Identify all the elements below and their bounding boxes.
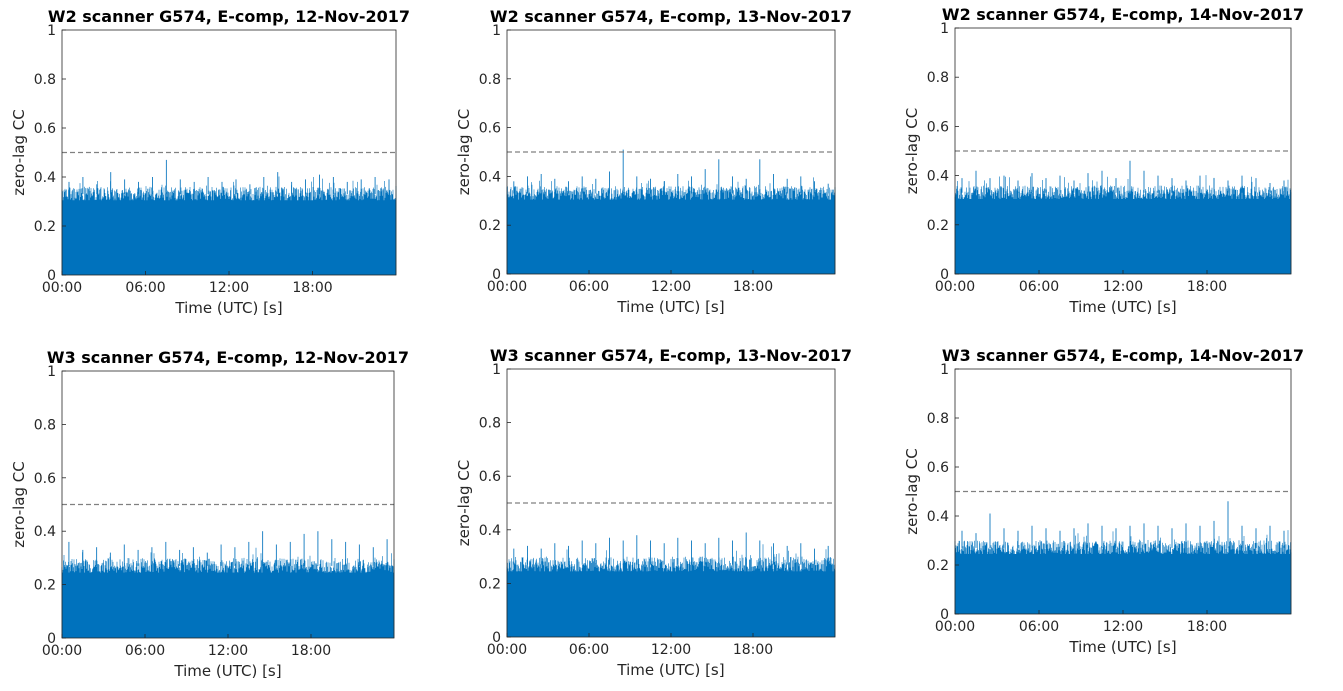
x-tick-label: 12:00	[208, 643, 248, 659]
trace-fill	[507, 199, 835, 274]
y-tick-label: 0.8	[34, 72, 56, 88]
x-axis-label: Time (UTC) [s]	[616, 661, 724, 679]
x-tick-label: 06:00	[125, 643, 165, 659]
y-tick-label: 0.2	[927, 558, 949, 574]
trace-fill	[955, 553, 1291, 614]
x-tick-label: 18:00	[292, 280, 332, 296]
y-tick-label: 0	[492, 267, 501, 283]
x-tick-label: 12:00	[209, 280, 249, 296]
x-tick-label: 18:00	[291, 643, 331, 659]
chart-panel-1: 0 0.2 0.4 0.6 0.8 1 00:00 06:00 12:00 18:00 W2 sca…	[10, 7, 410, 317]
y-tick-label: 0.6	[927, 460, 949, 476]
y-tick-label: 0	[940, 607, 949, 623]
y-axis-label: zero-lag CC	[10, 461, 28, 547]
x-axis-label: Time (UTC) [s]	[1068, 638, 1176, 656]
y-tick-label: 0.6	[479, 469, 501, 485]
x-tick-label: 06:00	[1019, 619, 1059, 635]
y-tick-label: 1	[47, 364, 56, 380]
y-tick-label: 0.6	[34, 121, 56, 137]
y-axis-label: zero-lag CC	[903, 108, 921, 194]
y-tick-label: 0.4	[34, 524, 56, 540]
x-tick-label: 18:00	[733, 279, 773, 295]
x-tick-label: 00:00	[42, 643, 82, 659]
x-tick-label: 18:00	[1187, 619, 1227, 635]
y-tick-label: 0.8	[927, 70, 949, 86]
y-tick-label: 0	[492, 630, 501, 646]
y-tick-label: 0.8	[34, 417, 56, 433]
x-axis-label: Time (UTC) [s]	[174, 299, 282, 317]
y-tick-label: 1	[940, 362, 949, 378]
y-tick-label: 0.2	[479, 218, 501, 234]
x-axis-label: Time (UTC) [s]	[616, 298, 724, 316]
y-tick-label: 0	[47, 268, 56, 284]
trace-fill	[62, 572, 394, 638]
y-tick-label: 0.8	[479, 72, 501, 88]
y-tick-label: 0.4	[479, 169, 501, 185]
chart-panel-3: 0 0.2 0.4 0.6 0.8 1 00:00 06:00 12:00 18:00 W2 sca…	[903, 5, 1304, 316]
y-tick-label: 0.8	[479, 416, 501, 432]
chart-panel-5: 0 0.2 0.4 0.6 0.8 1 00:00 06:00 12:00 18:00 W3 sca…	[455, 346, 852, 679]
y-tick-label: 0	[940, 267, 949, 283]
chart-panel-6: 0 0.2 0.4 0.6 0.8 1 00:00 06:00 12:00 18:00 W3 sca…	[903, 346, 1304, 656]
y-tick-label: 0.2	[479, 576, 501, 592]
y-tick-label: 0.2	[34, 578, 56, 594]
y-tick-label: 1	[492, 362, 501, 378]
x-tick-label: 06:00	[1019, 279, 1059, 295]
y-tick-label: 0.4	[927, 509, 949, 525]
y-axis-label: zero-lag CC	[903, 448, 921, 534]
y-tick-label: 0.6	[927, 119, 949, 135]
x-tick-label: 06:00	[125, 280, 165, 296]
x-tick-label: 00:00	[487, 279, 527, 295]
trace-fill	[955, 198, 1291, 274]
chart-title: W3 scanner G574, E-comp, 13-Nov-2017	[490, 346, 852, 365]
y-tick-label: 0.4	[927, 169, 949, 185]
chart-panel-2: 0 0.2 0.4 0.6 0.8 1 00:00 06:00 12:00 18:00 W2 sca…	[455, 7, 852, 316]
x-tick-label: 18:00	[733, 642, 773, 658]
x-tick-label: 12:00	[651, 642, 691, 658]
x-tick-label: 12:00	[651, 279, 691, 295]
y-tick-label: 0.6	[34, 471, 56, 487]
x-tick-label: 12:00	[1103, 619, 1143, 635]
chart-panel-4: 0 0.2 0.4 0.6 0.8 1 00:00 06:00 12:00 18:00 W3 sca…	[10, 348, 409, 680]
y-axis-label: zero-lag CC	[10, 109, 28, 195]
x-tick-label: 12:00	[1103, 279, 1143, 295]
x-tick-label: 06:00	[569, 279, 609, 295]
y-tick-label: 0.2	[34, 219, 56, 235]
y-tick-label: 0.2	[927, 218, 949, 234]
chart-title: W3 scanner G574, E-comp, 14-Nov-2017	[942, 346, 1304, 365]
x-axis-label: Time (UTC) [s]	[173, 662, 281, 680]
x-axis-label: Time (UTC) [s]	[1068, 298, 1176, 316]
y-tick-label: 0.6	[479, 121, 501, 137]
chart-title: W2 scanner G574, E-comp, 12-Nov-2017	[48, 7, 410, 26]
y-tick-label: 1	[492, 23, 501, 39]
trace-fill	[507, 571, 835, 637]
y-tick-label: 1	[47, 23, 56, 39]
trace-fill	[62, 200, 396, 275]
y-axis-label: zero-lag CC	[455, 109, 473, 195]
x-tick-label: 00:00	[42, 280, 82, 296]
chart-title: W3 scanner G574, E-comp, 12-Nov-2017	[47, 348, 409, 367]
x-tick-label: 00:00	[935, 619, 975, 635]
y-tick-label: 0.8	[927, 411, 949, 427]
x-tick-label: 06:00	[569, 642, 609, 658]
chart-title: W2 scanner G574, E-comp, 14-Nov-2017	[942, 5, 1304, 24]
y-axis-label: zero-lag CC	[455, 460, 473, 546]
x-tick-label: 00:00	[487, 642, 527, 658]
y-tick-label: 0.4	[479, 523, 501, 539]
y-tick-label: 1	[940, 21, 949, 37]
chart-title: W2 scanner G574, E-comp, 13-Nov-2017	[490, 7, 852, 26]
x-tick-label: 00:00	[935, 279, 975, 295]
y-tick-label: 0.4	[34, 170, 56, 186]
x-tick-label: 18:00	[1187, 279, 1227, 295]
y-tick-label: 0	[47, 631, 56, 647]
